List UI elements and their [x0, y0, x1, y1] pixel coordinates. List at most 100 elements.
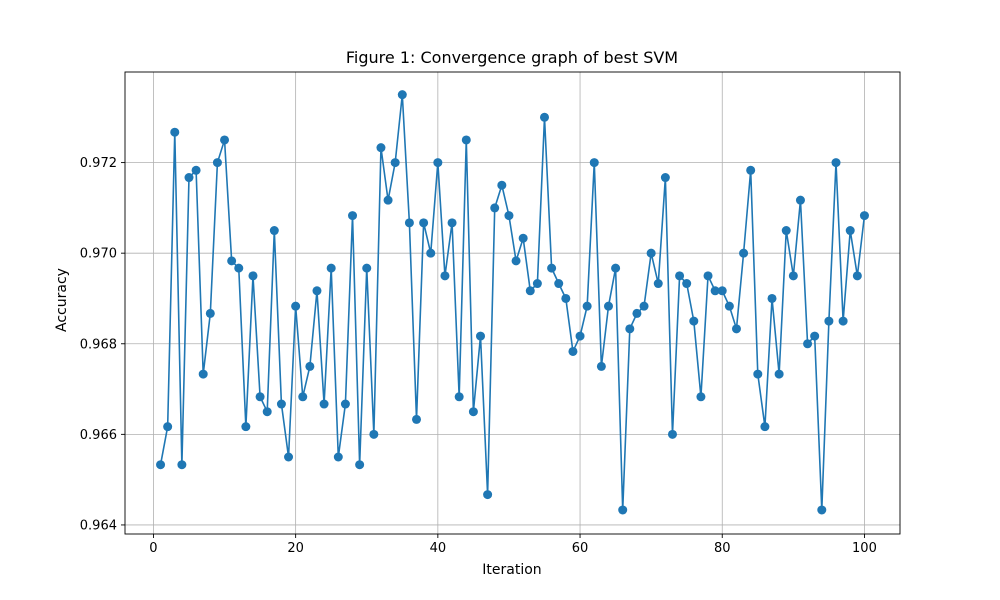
data-point — [504, 211, 514, 221]
data-point — [305, 361, 315, 371]
grid — [125, 72, 900, 534]
data-point — [362, 263, 372, 273]
data-point — [653, 279, 663, 289]
data-point — [625, 324, 635, 334]
data-point — [810, 331, 820, 341]
data-point — [660, 173, 670, 183]
y-tick-label: 0.970 — [80, 247, 117, 262]
data-point — [163, 422, 173, 432]
data-series — [156, 90, 869, 515]
data-point — [767, 293, 777, 303]
data-point — [575, 331, 585, 341]
data-point — [795, 195, 805, 205]
data-point — [547, 263, 557, 273]
data-point — [554, 279, 564, 289]
data-point — [803, 339, 813, 349]
data-point — [753, 369, 763, 379]
data-point — [319, 399, 329, 409]
data-point — [689, 316, 699, 326]
data-point — [433, 158, 443, 168]
y-tick-label: 0.966 — [80, 428, 117, 443]
data-point — [724, 301, 734, 311]
data-point — [852, 271, 862, 281]
data-point — [291, 301, 301, 311]
data-point — [348, 211, 358, 221]
data-point — [639, 301, 649, 311]
data-point — [682, 279, 692, 289]
data-point — [234, 263, 244, 273]
data-point — [596, 361, 606, 371]
data-point — [739, 248, 749, 258]
data-point — [667, 429, 677, 439]
x-tick-label: 20 — [287, 541, 304, 556]
data-point — [262, 407, 272, 417]
data-point — [376, 143, 386, 153]
data-point — [731, 324, 741, 334]
data-point — [589, 158, 599, 168]
data-point — [483, 490, 493, 500]
data-point — [568, 346, 578, 356]
data-point — [369, 429, 379, 439]
data-point — [298, 392, 308, 402]
data-point — [824, 316, 834, 326]
data-point — [838, 316, 848, 326]
data-point — [468, 407, 478, 417]
data-point — [205, 308, 215, 318]
data-point — [518, 233, 528, 243]
y-axis-label: Accuracy — [54, 268, 70, 332]
data-point — [582, 301, 592, 311]
data-point — [497, 180, 507, 190]
data-point — [227, 256, 237, 266]
data-point — [355, 460, 365, 470]
data-point — [156, 460, 166, 470]
data-point — [447, 218, 457, 228]
data-point — [397, 90, 407, 100]
data-point — [817, 505, 827, 515]
data-point — [276, 399, 286, 409]
data-point — [525, 286, 535, 296]
data-point — [440, 271, 450, 281]
data-point — [390, 158, 400, 168]
x-tick-label: 100 — [852, 541, 877, 556]
plot-frame — [124, 71, 901, 535]
data-point — [461, 135, 471, 145]
data-point — [241, 422, 251, 432]
axes: 0 20 40 60 80 100 0.964 0.966 0.968 0.970 0.972 — [80, 71, 901, 556]
data-point — [760, 422, 770, 432]
x-tick-label: 40 — [430, 541, 447, 556]
data-point — [831, 158, 841, 168]
data-point — [646, 248, 656, 258]
data-point — [539, 112, 549, 122]
data-point — [675, 271, 685, 281]
data-point — [255, 392, 265, 402]
data-point — [177, 460, 187, 470]
x-tick-label: 0 — [149, 541, 157, 556]
data-point — [845, 226, 855, 236]
x-tick-label: 80 — [714, 541, 731, 556]
data-point — [788, 271, 798, 281]
data-point — [703, 271, 713, 281]
data-point — [717, 286, 727, 296]
data-point — [746, 165, 756, 175]
data-point — [340, 399, 350, 409]
series-line — [159, 93, 866, 511]
data-point — [710, 286, 720, 296]
x-axis-label: Iteration — [482, 562, 541, 578]
data-point — [511, 256, 521, 266]
data-point — [611, 263, 621, 273]
data-point — [404, 218, 414, 228]
data-point — [248, 271, 258, 281]
data-point — [632, 308, 642, 318]
data-point — [383, 195, 393, 205]
data-point — [532, 279, 542, 289]
data-point — [284, 452, 294, 462]
data-point — [781, 226, 791, 236]
data-point — [170, 127, 180, 137]
data-point — [212, 158, 222, 168]
x-tick-label: 60 — [572, 541, 589, 556]
data-point — [412, 414, 422, 424]
data-point — [333, 452, 343, 462]
data-point — [603, 301, 613, 311]
